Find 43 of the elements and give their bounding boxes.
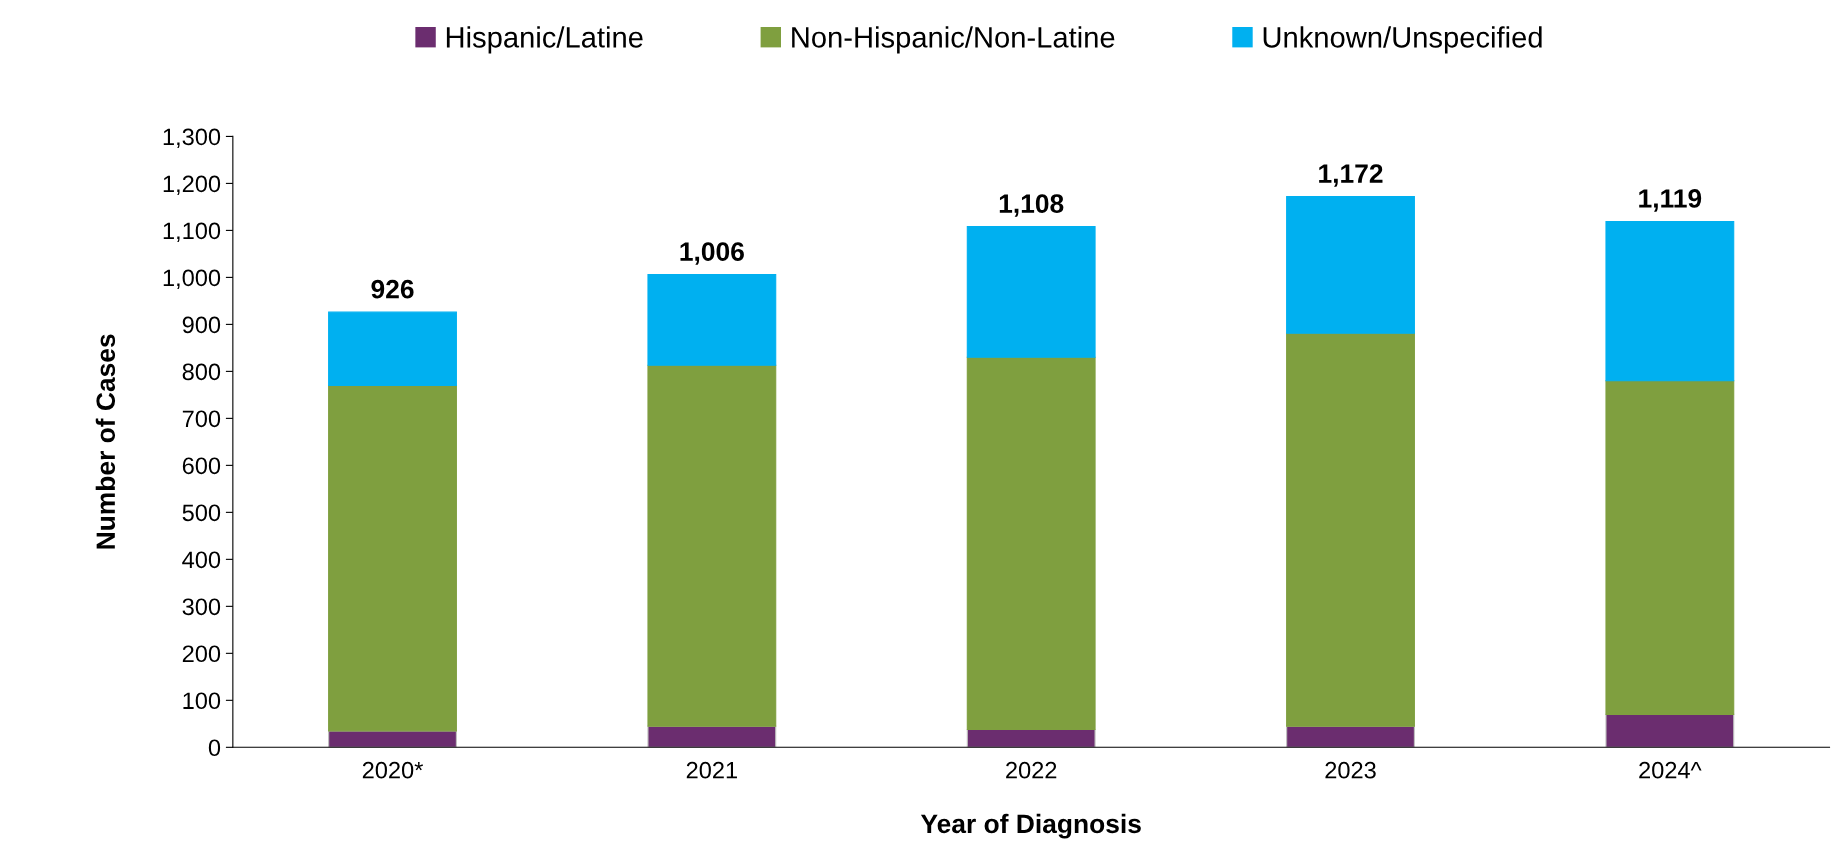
y-tick-label: 900 xyxy=(182,316,221,334)
y-tick-label: 1,300 xyxy=(163,128,221,148)
bar xyxy=(647,364,777,727)
bar xyxy=(1286,196,1415,334)
y-tick-label: 200 xyxy=(182,645,221,663)
bar xyxy=(647,274,777,366)
bar xyxy=(1605,220,1735,382)
bar xyxy=(647,725,777,748)
bar xyxy=(328,311,457,387)
bar xyxy=(1286,332,1415,727)
x-tick-label: 2024^ xyxy=(1639,761,1702,779)
bar xyxy=(1605,713,1735,748)
total-label: 1,119 xyxy=(1639,189,1702,212)
y-tick-label: 800 xyxy=(182,363,221,381)
total-label: 1,006 xyxy=(680,242,744,265)
x-axis-title: Year of Diagnosis xyxy=(920,813,1141,839)
y-tick-label: 500 xyxy=(182,504,221,522)
bar xyxy=(966,356,1096,731)
bar xyxy=(966,226,1096,358)
bar xyxy=(1605,380,1735,715)
y-tick-label: 100 xyxy=(183,692,221,710)
x-tick-label: 2021 xyxy=(686,761,737,779)
total-label: 1,172 xyxy=(1319,164,1383,187)
y-tick-label: 700 xyxy=(182,410,221,428)
legend-label: Non-Hispanic/Non-Latine xyxy=(792,26,1115,54)
y-tick-label: 300 xyxy=(182,598,221,616)
x-tick-label: 2020* xyxy=(362,761,424,779)
total-label: 1,108 xyxy=(999,194,1064,217)
y-tick-label: 1,100 xyxy=(163,222,221,242)
y-tick-label: 0 xyxy=(208,739,221,757)
y-tick-label: 600 xyxy=(182,457,221,475)
legend-label: Hispanic/Latine xyxy=(446,26,643,54)
bar xyxy=(328,384,457,732)
bar xyxy=(1286,725,1415,748)
y-tick-label: 400 xyxy=(182,551,221,569)
x-tick-label: 2022 xyxy=(1006,761,1057,779)
bar xyxy=(966,728,1096,748)
x-tick-label: 2023 xyxy=(1325,761,1376,779)
legend-label: Unknown/Unspecified xyxy=(1263,26,1542,54)
y-axis-title: Number of Cases xyxy=(95,334,116,549)
y-tick-label: 1,000 xyxy=(163,269,221,289)
y-tick-label: 1,200 xyxy=(163,175,221,195)
total-label: 926 xyxy=(371,279,414,299)
